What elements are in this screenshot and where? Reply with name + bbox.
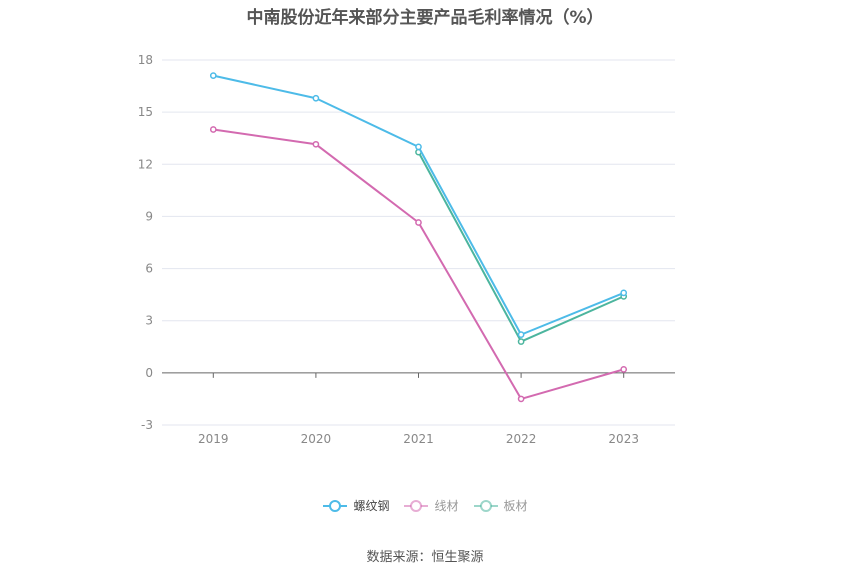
y-tick-label: 9 — [145, 209, 153, 223]
y-tick-label: 3 — [145, 314, 153, 328]
legend-item[interactable]: 线材 — [403, 497, 459, 514]
grid-lines — [162, 59, 675, 426]
series-line — [213, 128, 624, 400]
series-line — [417, 151, 625, 343]
y-tick-label: 6 — [145, 262, 153, 276]
x-tick-label: 2019 — [198, 432, 229, 446]
data-point — [517, 338, 525, 345]
x-tick-label: 2023 — [608, 432, 639, 446]
chart-title: 中南股份近年来部分主要产品毛利率情况（%） — [246, 8, 604, 28]
data-point — [415, 143, 422, 151]
legend-marker — [479, 499, 492, 512]
legend-swatch — [473, 499, 498, 512]
y-tick-label: 15 — [138, 105, 153, 119]
data-point — [517, 395, 525, 403]
y-tick-label: -3 — [141, 418, 153, 432]
legend-marker — [329, 499, 342, 512]
data-point — [312, 140, 320, 148]
x-tick-label: 2020 — [301, 432, 332, 446]
legend-swatch — [404, 499, 429, 512]
x-tick-label: 2022 — [506, 432, 537, 446]
y-tick-label: 0 — [145, 366, 153, 380]
x-tick-label: 2021 — [403, 432, 434, 446]
axes: 18 15 12 9 6 3 0 -3 2019 2020 2021 2022 2023 — [138, 53, 675, 446]
data-point — [620, 289, 628, 297]
data-point — [517, 331, 525, 338]
y-tick-label: 12 — [138, 157, 153, 171]
series-lines — [209, 72, 628, 403]
series-2 — [209, 126, 628, 403]
source-note: 数据来源：恒生聚源 — [366, 550, 484, 565]
legend-item[interactable]: 螺纹钢 — [322, 497, 389, 514]
legend-label: 线材 — [434, 499, 459, 513]
series-1 — [209, 72, 628, 338]
legend-label: 板材 — [503, 499, 528, 513]
series-3 — [415, 148, 628, 345]
legend-swatch — [323, 499, 348, 512]
data-point — [415, 219, 422, 226]
data-point — [620, 366, 628, 373]
legend-marker — [410, 499, 423, 512]
legend: 螺纹钢 线材 板材 — [0, 497, 850, 514]
data-point — [209, 126, 217, 133]
series-line — [213, 74, 625, 336]
data-point — [209, 72, 217, 79]
data-point — [312, 94, 320, 102]
legend-label: 螺纹钢 — [353, 499, 390, 513]
legend-item[interactable]: 板材 — [473, 497, 528, 514]
y-tick-label: 18 — [138, 53, 153, 67]
